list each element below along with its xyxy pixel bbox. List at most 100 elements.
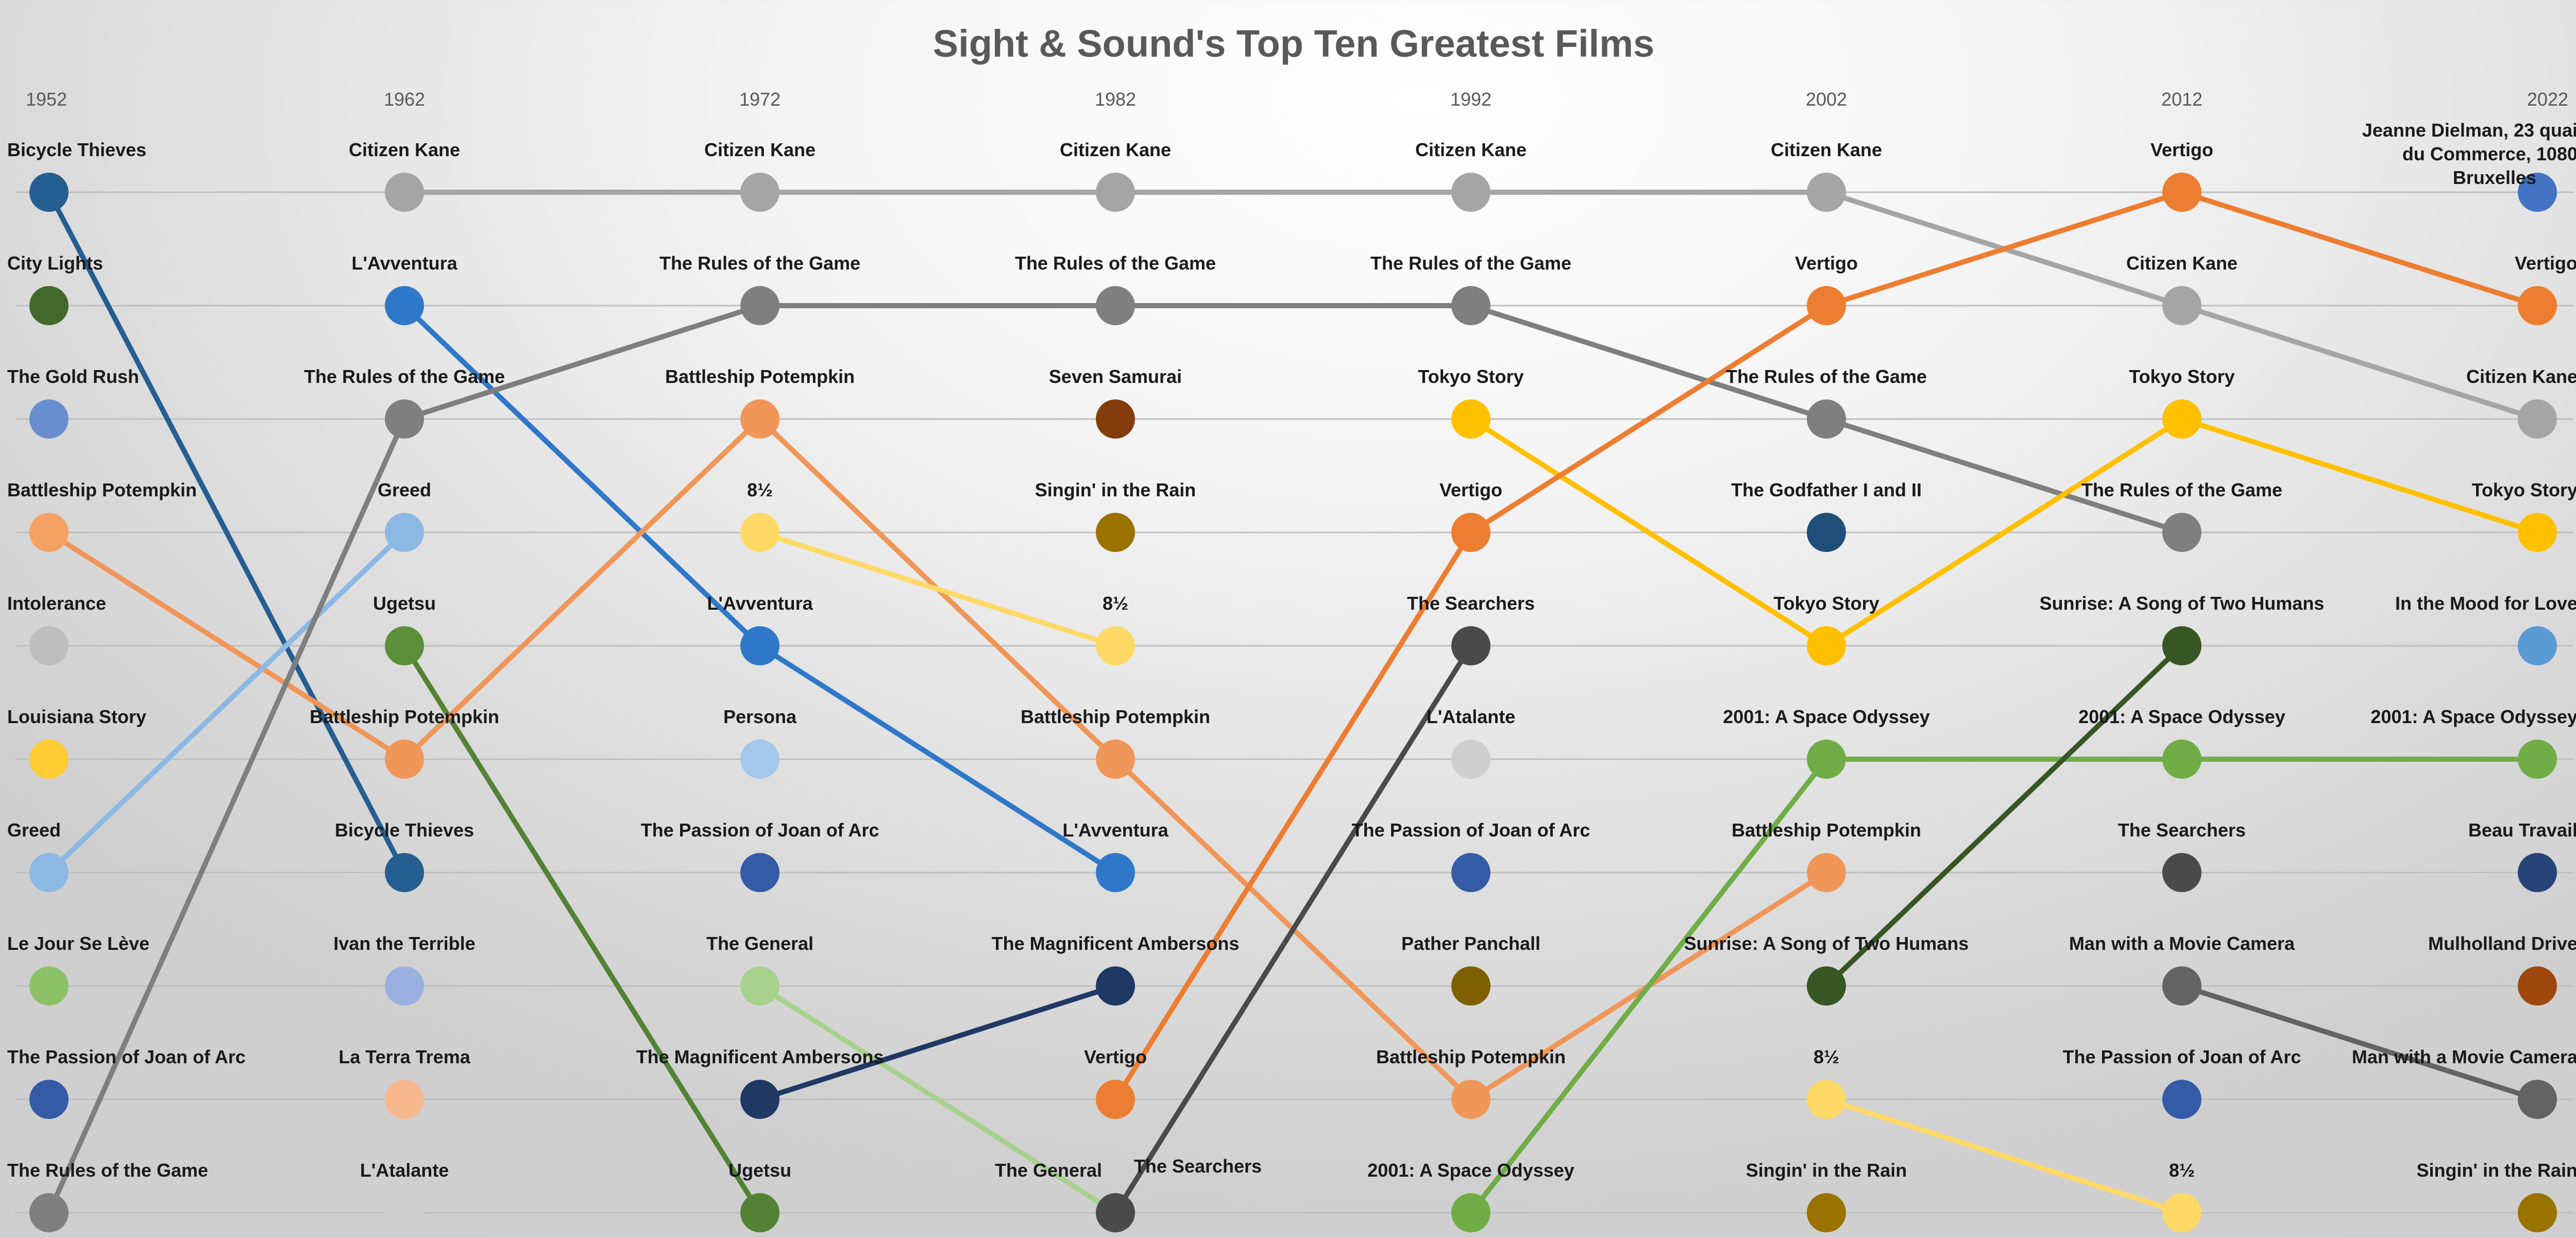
- marker-1982-rank-10: [1096, 1193, 1135, 1232]
- line-segment-33: [1824, 1097, 2184, 1215]
- film-label-1992-rank-10: 2001: A Space Odyssey: [1367, 1160, 1574, 1181]
- film-label-1982-rank-2: The Rules of the Game: [1015, 253, 1216, 274]
- marker-2022-rank-3: [2518, 399, 2557, 439]
- film-label-1962-rank-9: La Terra Trema: [338, 1046, 470, 1067]
- film-label-1952-rank-2: City Lights: [7, 253, 103, 274]
- film-label-1972-rank-9: The Magnificent Ambersons: [636, 1046, 884, 1067]
- film-label-1962-rank-6: Battleship Potempkin: [310, 706, 499, 727]
- film-label-2022-rank-1: Jeanne Dielman, 23 quai du Commerce, 1080…: [2362, 120, 2576, 188]
- film-label-1992-rank-8: Pather Panchall: [1401, 933, 1540, 954]
- film-label-2022-rank-9: Man with a Movie Camera: [2352, 1046, 2576, 1067]
- film-label-1982-rank-8: The Magnificent Ambersons: [992, 933, 1240, 954]
- film-label-2002-rank-4: The Godfather I and II: [1731, 479, 1922, 500]
- film-label-1982-rank-9: Vertigo: [1084, 1046, 1147, 1067]
- film-label-1962-rank-1: Citizen Kane: [349, 139, 460, 160]
- film-label-1972-rank-7: The Passion of Joan of Arc: [641, 819, 879, 841]
- marker-2012-rank-7: [2162, 853, 2201, 892]
- marker-1952-rank-7: [29, 853, 69, 892]
- film-label-2002-rank-8: Sunrise: A Song of Two Humans: [1684, 933, 1969, 954]
- film-label-1952-rank-4: Battleship Potempkin: [7, 479, 197, 500]
- marker-1962-rank-10: [385, 1193, 424, 1232]
- film-label-1972-rank-2: The Rules of the Game: [659, 253, 860, 274]
- line-segment-32: [1824, 643, 2184, 989]
- marker-2002-rank-6: [1807, 740, 1846, 779]
- marker-2002-rank-2: [1807, 286, 1846, 325]
- line-segment-24: [1468, 303, 1829, 535]
- film-label-2012-rank-5: Sunrise: A Song of Two Humans: [2040, 593, 2325, 614]
- film-label-2022-rank-4: Tokyo Story: [2472, 479, 2576, 500]
- film-label-1982-rank-10: The General: [995, 1160, 1102, 1181]
- film-label-2002-rank-10: Singin' in the Rain: [1746, 1160, 1907, 1181]
- marker-2022-rank-6: [2518, 740, 2557, 779]
- marker-2022-rank-7: [2518, 853, 2557, 892]
- line-segment-19: [1113, 530, 1473, 1102]
- film-label-1992-rank-6: L'Atalante: [1427, 706, 1516, 727]
- marker-1992-rank-6: [1451, 740, 1490, 779]
- marker-1992-rank-3: [1451, 399, 1490, 439]
- line-segment-30: [1824, 416, 2184, 648]
- line-segment-38: [2179, 983, 2540, 1102]
- film-label-2012-rank-3: Tokyo Story: [2129, 366, 2234, 387]
- line-segment-36: [2179, 416, 2540, 535]
- marker-2022-rank-2: [2518, 286, 2557, 325]
- line-segment-1: [46, 530, 407, 762]
- marker-1992-rank-8: [1451, 966, 1490, 1006]
- film-label-2012-rank-9: The Passion of Joan of Arc: [2063, 1046, 2301, 1067]
- marker-2002-rank-3: [1807, 399, 1846, 439]
- line-segment-13: [757, 643, 1118, 875]
- marker-1982-rank-8: [1096, 966, 1135, 1006]
- film-label-1972-rank-6: Persona: [723, 706, 797, 727]
- marker-1962-rank-2: [385, 286, 424, 325]
- marker-1982-rank-3: [1096, 399, 1135, 439]
- marker-1982-rank-6: [1096, 740, 1135, 779]
- film-label-2012-rank-8: Man with a Movie Camera: [2069, 933, 2295, 954]
- film-label-1992-rank-7: The Passion of Joan of Arc: [1352, 819, 1590, 841]
- marker-2002-rank-9: [1807, 1080, 1846, 1119]
- marker-1992-rank-7: [1451, 853, 1490, 892]
- marker-1982-rank-1: [1096, 173, 1135, 212]
- film-label-1972-rank-3: Battleship Potempkin: [665, 366, 855, 387]
- marker-1972-rank-8: [740, 966, 779, 1006]
- marker-1972-rank-3: [740, 399, 779, 439]
- marker-2012-rank-5: [2162, 626, 2201, 665]
- film-label-1992-rank-9: Battleship Potempkin: [1376, 1046, 1566, 1067]
- film-label-1972-rank-1: Citizen Kane: [704, 139, 816, 160]
- marker-2012-rank-4: [2162, 513, 2201, 552]
- film-label-2012-rank-2: Citizen Kane: [2126, 253, 2238, 274]
- marker-2022-rank-4: [2518, 513, 2557, 552]
- film-label-1992-rank-5: The Searchers: [1407, 593, 1535, 614]
- film-label-2022-rank-2: Vertigo: [2515, 253, 2576, 274]
- line-segment-8: [402, 416, 762, 762]
- film-label-1952-rank-1: Bicycle Thieves: [7, 139, 146, 160]
- line-segment-22: [1468, 303, 1829, 422]
- film-label-2012-rank-7: The Searchers: [2118, 819, 2246, 841]
- film-label-1992-rank-2: The Rules of the Game: [1370, 253, 1571, 274]
- film-label-2002-rank-7: Battleship Potempkin: [1732, 819, 1921, 841]
- marker-1992-rank-4: [1451, 513, 1490, 552]
- marker-2022-rank-1: [2518, 173, 2557, 212]
- marker-1982-rank-7: [1096, 853, 1135, 892]
- line-segment-35: [2179, 303, 2540, 422]
- film-label-2002-rank-1: Citizen Kane: [1771, 139, 1882, 160]
- marker-2002-rank-4: [1807, 513, 1846, 552]
- marker-2002-rank-10: [1807, 1193, 1846, 1232]
- marker-2012-rank-3: [2162, 399, 2201, 439]
- film-label-1962-rank-10: L'Atalante: [360, 1160, 449, 1181]
- marker-1962-rank-1: [385, 173, 424, 212]
- connection-lines: [46, 190, 2540, 1215]
- film-label-1982-rank-7: L'Avventura: [1062, 819, 1168, 841]
- extra-label-0: The Searchers: [1134, 1156, 1262, 1177]
- marker-1982-rank-9: [1096, 1080, 1135, 1119]
- marker-1962-rank-8: [385, 966, 424, 1006]
- film-label-2002-rank-2: Vertigo: [1795, 253, 1858, 274]
- film-label-2012-rank-6: 2001: A Space Odyssey: [2078, 706, 2285, 727]
- line-segment-15: [757, 983, 1118, 1102]
- film-label-1962-rank-4: Greed: [378, 479, 431, 500]
- line-segment-34: [2179, 190, 2540, 308]
- marker-1952-rank-3: [29, 399, 69, 439]
- line-segment-23: [1468, 416, 1829, 648]
- film-label-1992-rank-3: Tokyo Story: [1418, 366, 1523, 387]
- marker-2012-rank-6: [2162, 740, 2201, 779]
- film-label-1952-rank-6: Louisiana Story: [7, 706, 146, 727]
